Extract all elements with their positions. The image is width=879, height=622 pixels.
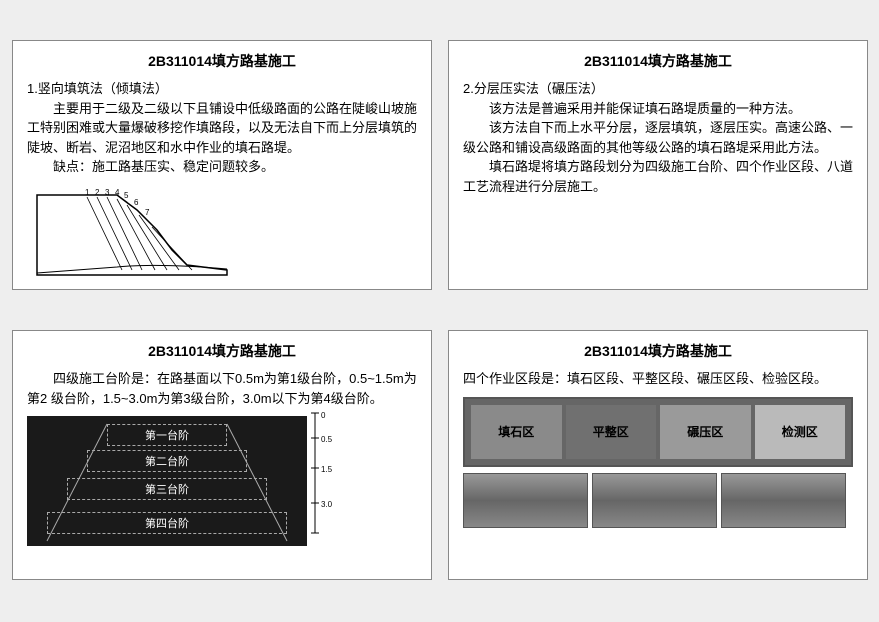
paragraph: 填石路堤将填方路段划分为四级施工台阶、四个作业区段、八道工艺流程进行分层施工。 bbox=[463, 157, 853, 196]
stage-4: 第四台阶 bbox=[47, 512, 287, 534]
svg-text:0.5: 0.5 bbox=[321, 435, 333, 444]
photo-2 bbox=[592, 473, 717, 528]
svg-text:6: 6 bbox=[134, 198, 139, 207]
svg-text:2: 2 bbox=[95, 188, 100, 197]
slide-2: 2B311014填方路基施工 2.分层压实法（碾压法） 该方法是普遍采用并能保证… bbox=[448, 40, 868, 290]
paragraph: 缺点：施工路基压实、稳定问题较多。 bbox=[27, 157, 417, 177]
svg-text:5: 5 bbox=[124, 191, 129, 200]
slide-title: 2B311014填方路基施工 bbox=[27, 341, 417, 361]
stage-3: 第三台阶 bbox=[67, 478, 267, 500]
zone-level: 平整区 bbox=[566, 405, 657, 459]
zone-inspect: 检测区 bbox=[755, 405, 846, 459]
slide-title: 2B311014填方路基施工 bbox=[27, 51, 417, 71]
slide-3: 2B311014填方路基施工 四级施工台阶是：在路基面以下0.5m为第1级台阶，… bbox=[12, 330, 432, 580]
slide-1: 2B311014填方路基施工 1.竖向填筑法（倾填法） 主要用于二级及二级以下且… bbox=[12, 40, 432, 290]
svg-text:1: 1 bbox=[85, 188, 90, 197]
svg-text:3.0: 3.0 bbox=[321, 500, 333, 509]
heading-2: 2.分层压实法（碾压法） bbox=[463, 79, 853, 99]
zone-compact: 碾压区 bbox=[660, 405, 751, 459]
slide-title: 2B311014填方路基施工 bbox=[463, 51, 853, 71]
svg-text:7: 7 bbox=[145, 208, 150, 217]
stage-2: 第二台阶 bbox=[87, 450, 247, 472]
heading-1: 1.竖向填筑法（倾填法） bbox=[27, 79, 417, 99]
slide-4: 2B311014填方路基施工 四个作业区段是：填石区段、平整区段、碾压区段、检验… bbox=[448, 330, 868, 580]
slide-title: 2B311014填方路基施工 bbox=[463, 341, 853, 361]
paragraph: 四级施工台阶是：在路基面以下0.5m为第1级台阶，0.5~1.5m为第2 级台阶… bbox=[27, 369, 417, 408]
paragraph: 四个作业区段是：填石区段、平整区段、碾压区段、检验区段。 bbox=[463, 369, 853, 389]
photo-1 bbox=[463, 473, 588, 528]
svg-text:3: 3 bbox=[105, 188, 110, 197]
svg-text:1.5: 1.5 bbox=[321, 465, 333, 474]
zone-fill: 填石区 bbox=[471, 405, 562, 459]
slope-diagram: 1 2 3 4 5 6 7 bbox=[27, 185, 417, 283]
scale-ruler: 0 0.5 1.5 3.0 bbox=[307, 408, 337, 538]
paragraph: 主要用于二级及二级以下且铺设中低级路面的公路在陡峻山坡施工特别困难或大量爆破移挖… bbox=[27, 99, 417, 158]
paragraph: 该方法自下而上水平分层，逐层填筑，逐层压实。高速公路、一级公路和铺设高级路面的其… bbox=[463, 118, 853, 157]
svg-text:4: 4 bbox=[115, 188, 120, 197]
photo-row bbox=[463, 473, 853, 528]
photo-3 bbox=[721, 473, 846, 528]
zones-diagram: 填石区 平整区 碾压区 检测区 bbox=[463, 397, 853, 467]
paragraph: 该方法是普遍采用并能保证填石路堤质量的一种方法。 bbox=[463, 99, 853, 119]
stage-1: 第一台阶 bbox=[107, 424, 227, 446]
svg-text:0: 0 bbox=[321, 411, 326, 420]
stage-diagram: 第一台阶 第二台阶 第三台阶 第四台阶 bbox=[27, 416, 307, 546]
